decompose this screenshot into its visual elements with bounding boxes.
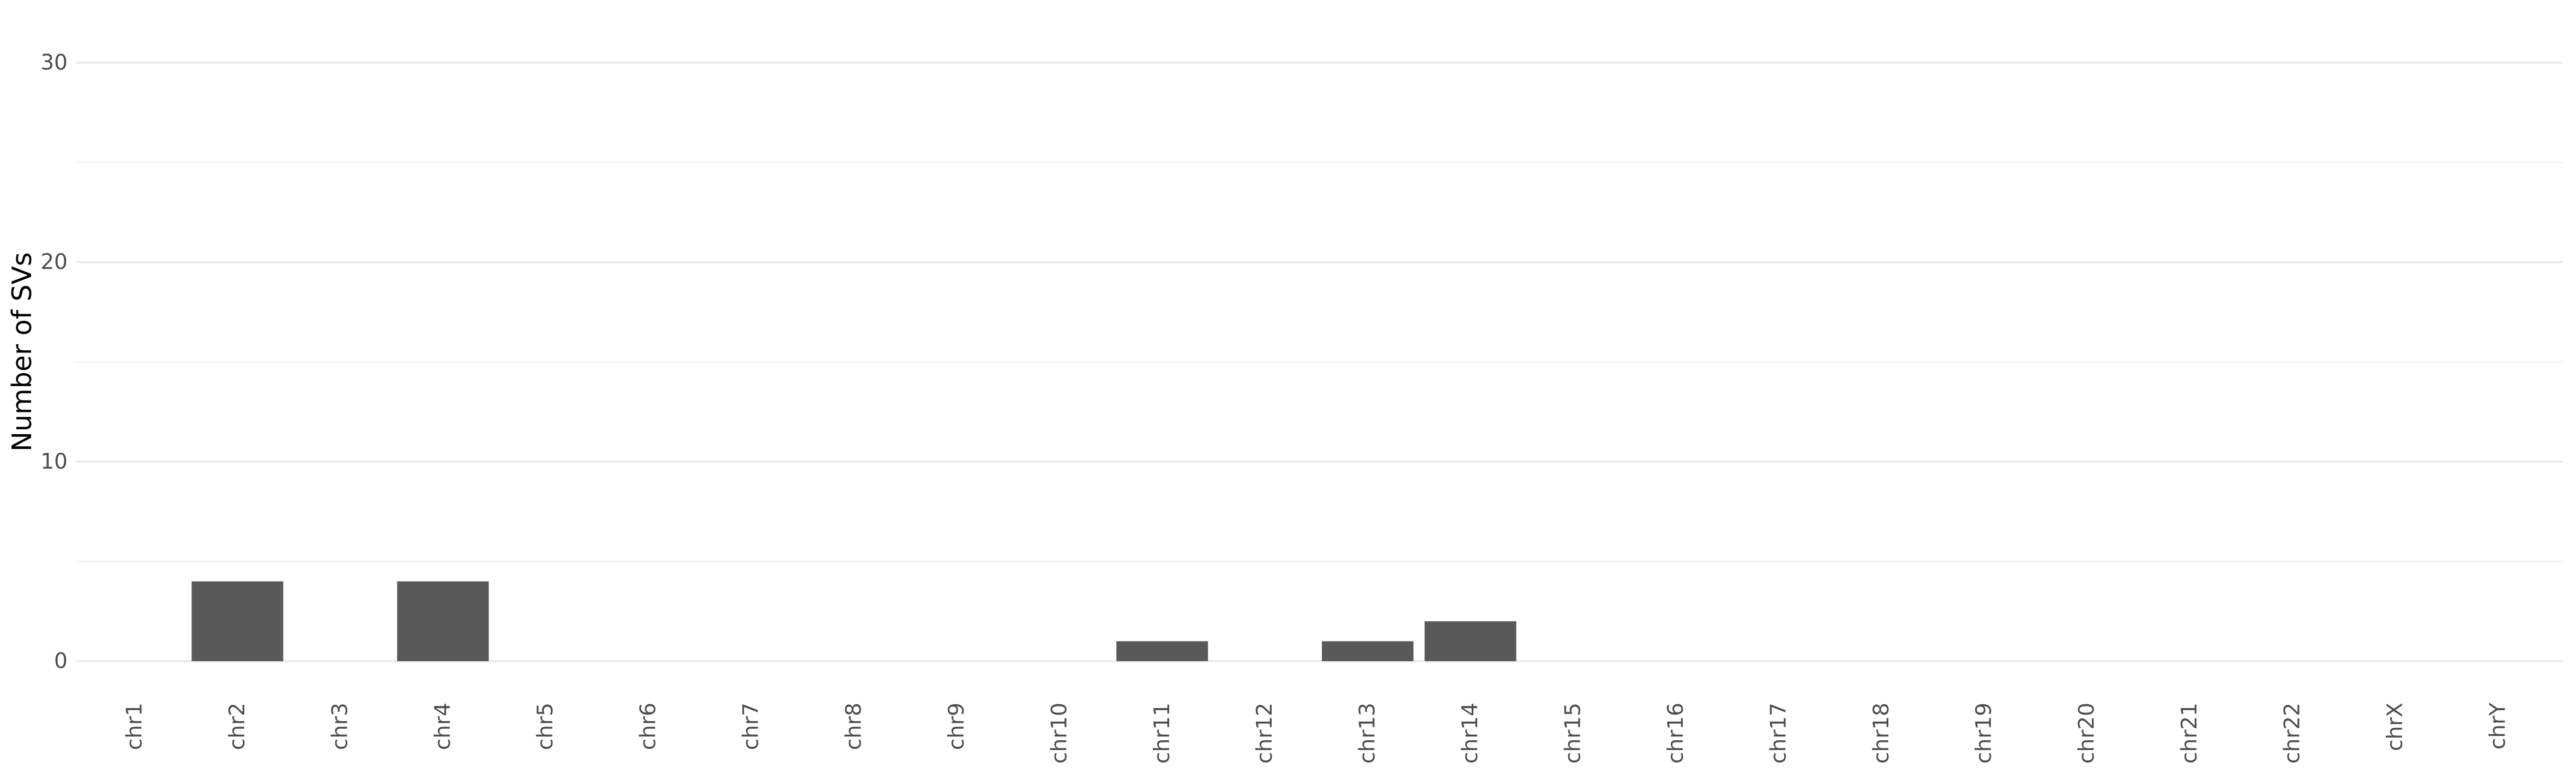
x-tick-label-chr20: chr20 [2075,703,2099,764]
bar-chr11 [1116,641,1208,661]
x-tick-label-chr2: chr2 [225,703,250,750]
x-tick-label-chr8: chr8 [842,703,866,750]
x-tick-label-chrx: chrX [2383,703,2408,751]
y-tick-label: 20 [40,250,68,274]
x-tick-label-chr21: chr21 [2177,703,2202,764]
y-tick-label: 30 [40,51,68,75]
y-tick-label: 0 [54,649,68,674]
y-axis-title: Number of SVs [7,252,38,451]
x-tick-label-chr3: chr3 [328,703,352,750]
x-tick-label-chr4: chr4 [431,703,455,750]
x-tick-label-chr7: chr7 [739,703,763,750]
x-tick-label-chr6: chr6 [636,703,661,750]
x-tick-label-chr5: chr5 [533,703,558,750]
bars [191,581,1516,661]
x-tick-label-chr11: chr11 [1150,703,1175,764]
x-tick-label-chr12: chr12 [1253,703,1277,764]
y-axis-ticks: 0 10 20 30 [40,51,68,674]
bar-chr13 [1322,641,1414,661]
x-tick-label-chr1: chr1 [123,703,147,750]
x-tick-label-chr14: chr14 [1458,703,1483,764]
x-axis-ticks: chr1 chr2 chr3 chr4 chr5 chr6 chr7 chr8 chr9 chr1… [123,703,2511,764]
bar-chr14 [1424,621,1516,661]
bar-chr2 [191,581,284,661]
x-tick-label-chr18: chr18 [1869,703,1894,764]
y-tick-label: 10 [40,450,68,474]
gridlines [76,62,2563,662]
x-tick-label-chr19: chr19 [1972,703,1996,764]
x-tick-label-chry: chrY [2485,703,2510,750]
x-tick-label-chr10: chr10 [1047,703,1072,764]
x-tick-label-chr22: chr22 [2280,703,2305,764]
x-tick-label-chr17: chr17 [1766,703,1791,764]
x-tick-label-chr9: chr9 [944,703,969,750]
x-tick-label-chr13: chr13 [1356,703,1380,764]
x-tick-label-chr15: chr15 [1561,703,1586,764]
bar-chr4 [397,581,489,661]
x-tick-label-chr16: chr16 [1664,703,1688,764]
